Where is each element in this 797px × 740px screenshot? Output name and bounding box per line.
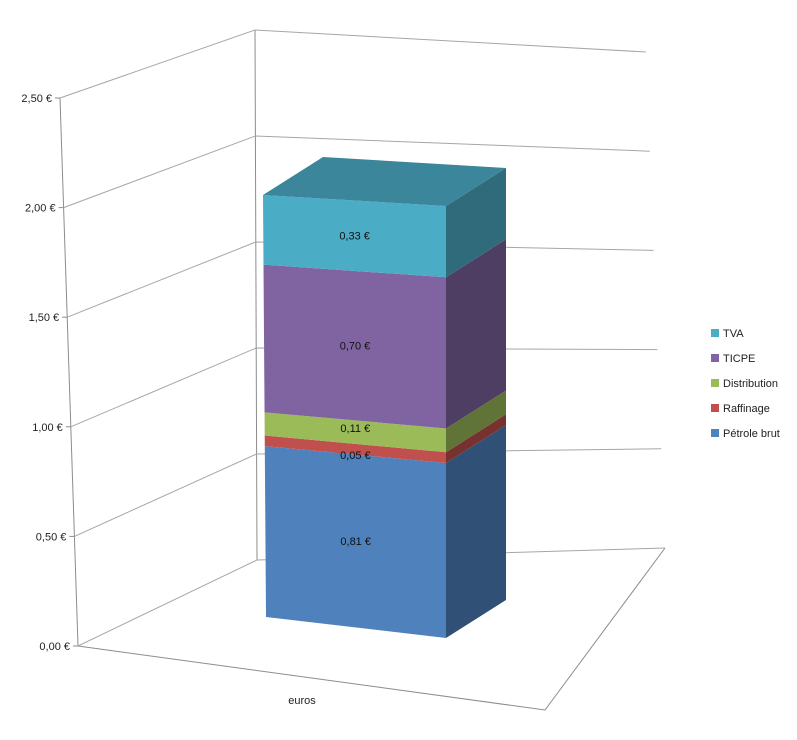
y-axis-line — [59, 97, 79, 647]
y-tick-label: 0,50 € — [36, 531, 67, 543]
bar-side-tva — [446, 168, 506, 278]
gridlines — [55, 29, 666, 647]
legend-label-petrole-brut: Pétrole brut — [723, 428, 780, 440]
legend-label-raffinage: Raffinage — [723, 403, 770, 415]
legend-label-distribution: Distribution — [723, 378, 778, 390]
legend: TVA TICPE Distribution Raffinage Pétrole bru… — [711, 328, 780, 440]
chart-walls — [59, 29, 666, 711]
x-axis-category-labels: euros — [288, 695, 316, 707]
stacked-column — [263, 157, 506, 638]
bar-front-petrole-brut — [264, 446, 446, 638]
gridline — [77, 547, 666, 647]
bar-front-ticpe — [263, 264, 446, 429]
legend-swatch-raffinage — [711, 404, 719, 412]
floor-edge — [77, 547, 666, 711]
bar-side-petrole-brut — [446, 425, 506, 638]
legend-swatch-tva — [711, 329, 719, 337]
data-label-distribution: 0,11 € — [340, 423, 370, 435]
data-label-raffinage: 0,05 € — [340, 450, 371, 462]
legend-swatch-ticpe — [711, 354, 719, 362]
gridline — [63, 135, 650, 209]
legend-swatch-petrole-brut — [711, 429, 719, 437]
bar-front-raffinage — [264, 435, 446, 464]
y-axis-tick-labels: 0,00 € 0,50 € 1,00 € 1,50 € 2,00 € 2,50 € — [21, 93, 70, 653]
bar-side-raffinage — [446, 414, 506, 464]
gridline — [67, 241, 654, 318]
y-tick-label: 2,00 € — [25, 203, 56, 215]
bar-front-tva — [263, 195, 446, 278]
y-tick-label: 0,00 € — [39, 641, 70, 653]
legend-swatch-distribution — [711, 379, 719, 387]
bar-front-distribution — [264, 412, 446, 453]
data-label-petrole-brut: 0,81 € — [340, 536, 371, 548]
y-tick-label: 1,50 € — [29, 312, 60, 324]
data-label-ticpe: 0,70 € — [340, 341, 371, 353]
data-label-tva: 0,33 € — [339, 231, 370, 243]
bar-side-distribution — [446, 390, 506, 453]
x-category-label: euros — [288, 695, 316, 707]
back-corner-line — [254, 29, 258, 561]
gridline — [70, 347, 658, 428]
legend-label-tva: TVA — [723, 328, 744, 340]
legend-label-ticpe: TICPE — [723, 353, 755, 365]
bar-top-tva — [263, 157, 506, 206]
gridline — [74, 448, 662, 537]
gridline — [59, 29, 647, 99]
y-tick-label: 2,50 € — [21, 93, 52, 105]
y-tick-label: 1,00 € — [32, 422, 63, 434]
data-labels: 0,81 € 0,05 € 0,11 € 0,70 € 0,33 € — [339, 231, 371, 548]
bar-side-ticpe — [446, 239, 506, 429]
